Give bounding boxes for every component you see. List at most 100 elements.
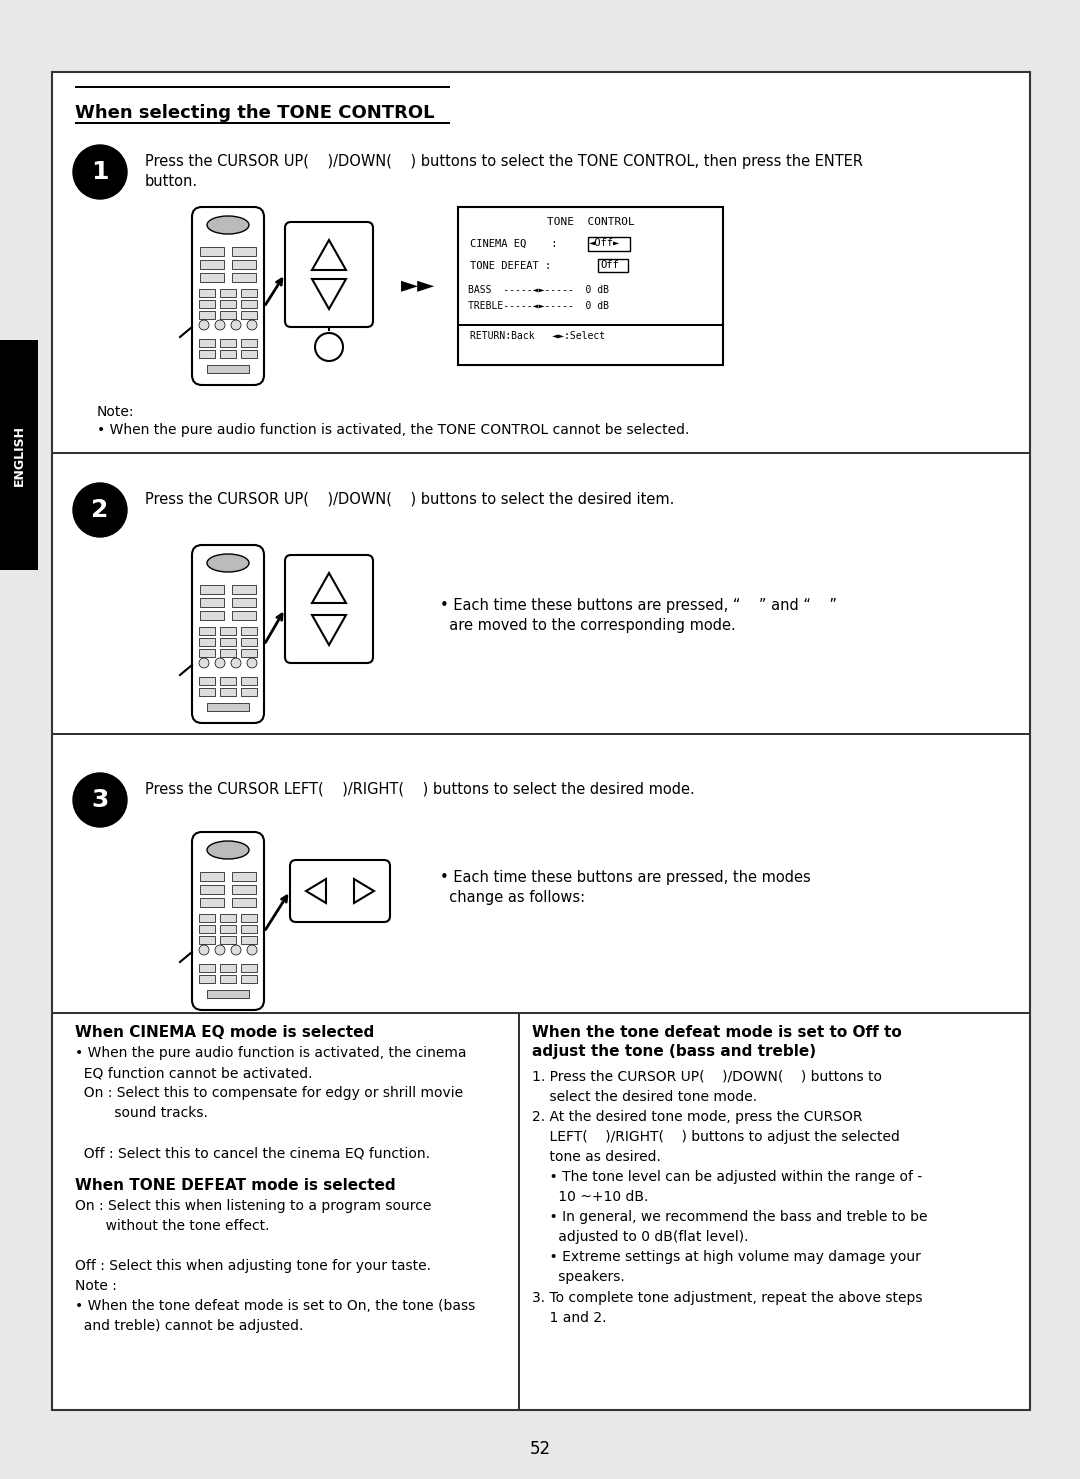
Bar <box>220 351 237 358</box>
Text: Press the CURSOR UP(    )/DOWN(    ) buttons to select the desired item.: Press the CURSOR UP( )/DOWN( ) buttons t… <box>145 493 674 507</box>
Text: 3: 3 <box>92 788 109 812</box>
Bar <box>75 121 450 124</box>
Bar <box>220 924 237 933</box>
Ellipse shape <box>207 216 249 234</box>
Text: 2: 2 <box>92 498 109 522</box>
Bar <box>220 964 237 972</box>
Bar <box>52 453 1030 454</box>
Bar <box>199 964 215 972</box>
Text: • When the pure audio function is activated, the TONE CONTROL cannot be selected: • When the pure audio function is activa… <box>97 423 689 436</box>
Bar <box>458 324 723 325</box>
Circle shape <box>73 484 127 537</box>
Bar <box>220 914 237 921</box>
Bar <box>241 964 257 972</box>
FancyBboxPatch shape <box>192 207 264 385</box>
Text: When selecting the TONE CONTROL: When selecting the TONE CONTROL <box>75 104 434 121</box>
Circle shape <box>247 658 257 669</box>
Bar <box>232 898 256 907</box>
Bar <box>241 649 257 657</box>
Bar <box>200 260 224 269</box>
Bar <box>199 288 215 297</box>
Circle shape <box>215 945 225 955</box>
Bar <box>518 1012 519 1409</box>
Text: 1. Press the CURSOR UP(    )/DOWN(    ) buttons to
    select the desired tone m: 1. Press the CURSOR UP( )/DOWN( ) button… <box>532 1069 928 1325</box>
Text: are moved to the corresponding mode.: are moved to the corresponding mode. <box>440 618 735 633</box>
Text: When TONE DEFEAT mode is selected: When TONE DEFEAT mode is selected <box>75 1177 395 1194</box>
Bar <box>200 873 224 881</box>
Bar <box>199 311 215 319</box>
Text: • Each time these buttons are pressed, the modes: • Each time these buttons are pressed, t… <box>440 870 811 884</box>
Bar <box>75 86 450 87</box>
Circle shape <box>199 319 210 330</box>
Text: On : Select this when listening to a program source
       without the tone effe: On : Select this when listening to a pro… <box>75 1199 475 1333</box>
Polygon shape <box>306 879 326 904</box>
Text: BASS  -----◄►-----  0 dB: BASS -----◄►----- 0 dB <box>468 285 609 294</box>
FancyBboxPatch shape <box>285 555 373 663</box>
Circle shape <box>315 333 343 361</box>
Text: 1: 1 <box>91 160 109 183</box>
FancyBboxPatch shape <box>192 833 264 1010</box>
Bar <box>241 936 257 944</box>
Bar <box>241 339 257 348</box>
Bar <box>200 586 224 595</box>
Bar <box>241 924 257 933</box>
Bar <box>220 677 237 685</box>
Bar <box>232 274 256 282</box>
Bar <box>232 884 256 893</box>
Bar <box>199 914 215 921</box>
Bar <box>200 598 224 606</box>
Bar <box>232 873 256 881</box>
Bar <box>200 611 224 620</box>
Bar <box>241 300 257 308</box>
Circle shape <box>215 319 225 330</box>
Text: ►►: ►► <box>401 275 435 294</box>
Bar <box>0 340 38 569</box>
Bar <box>207 365 249 373</box>
Text: TREBLE-----◄►-----  0 dB: TREBLE-----◄►----- 0 dB <box>468 302 609 311</box>
Circle shape <box>73 774 127 827</box>
Bar <box>241 914 257 921</box>
Text: • When the pure audio function is activated, the cinema
  EQ function cannot be : • When the pure audio function is activa… <box>75 1046 467 1160</box>
Bar <box>199 300 215 308</box>
Bar <box>241 311 257 319</box>
Text: TONE DEFEAT :: TONE DEFEAT : <box>470 260 551 271</box>
Circle shape <box>199 658 210 669</box>
Polygon shape <box>312 572 346 603</box>
Bar <box>241 627 257 634</box>
Bar <box>220 688 237 697</box>
Bar <box>220 339 237 348</box>
Bar <box>220 936 237 944</box>
Text: ENGLISH: ENGLISH <box>13 424 26 485</box>
Bar <box>199 649 215 657</box>
Bar <box>220 311 237 319</box>
Text: button.: button. <box>145 175 198 189</box>
Bar <box>598 259 627 272</box>
Bar <box>199 637 215 646</box>
Bar <box>241 688 257 697</box>
Text: Note:: Note: <box>97 405 135 419</box>
Bar <box>220 975 237 984</box>
Bar <box>220 627 237 634</box>
Text: When CINEMA EQ mode is selected: When CINEMA EQ mode is selected <box>75 1025 375 1040</box>
Bar <box>241 637 257 646</box>
Bar <box>220 300 237 308</box>
Bar <box>232 611 256 620</box>
Bar <box>232 247 256 256</box>
Bar <box>199 936 215 944</box>
Bar <box>220 649 237 657</box>
Circle shape <box>247 945 257 955</box>
Bar <box>199 924 215 933</box>
Bar <box>199 627 215 634</box>
Bar <box>200 247 224 256</box>
Ellipse shape <box>207 842 249 859</box>
Circle shape <box>73 145 127 200</box>
Text: change as follows:: change as follows: <box>440 890 585 905</box>
FancyBboxPatch shape <box>192 544 264 723</box>
Text: Off: Off <box>600 260 619 271</box>
Bar <box>199 677 215 685</box>
Text: RETURN:Back   ◄►:Select: RETURN:Back ◄►:Select <box>470 331 605 342</box>
Ellipse shape <box>207 555 249 572</box>
Bar <box>200 884 224 893</box>
Text: adjust the tone (bass and treble): adjust the tone (bass and treble) <box>532 1044 816 1059</box>
Text: • Each time these buttons are pressed, “    ” and “    ”: • Each time these buttons are pressed, “… <box>440 598 837 612</box>
